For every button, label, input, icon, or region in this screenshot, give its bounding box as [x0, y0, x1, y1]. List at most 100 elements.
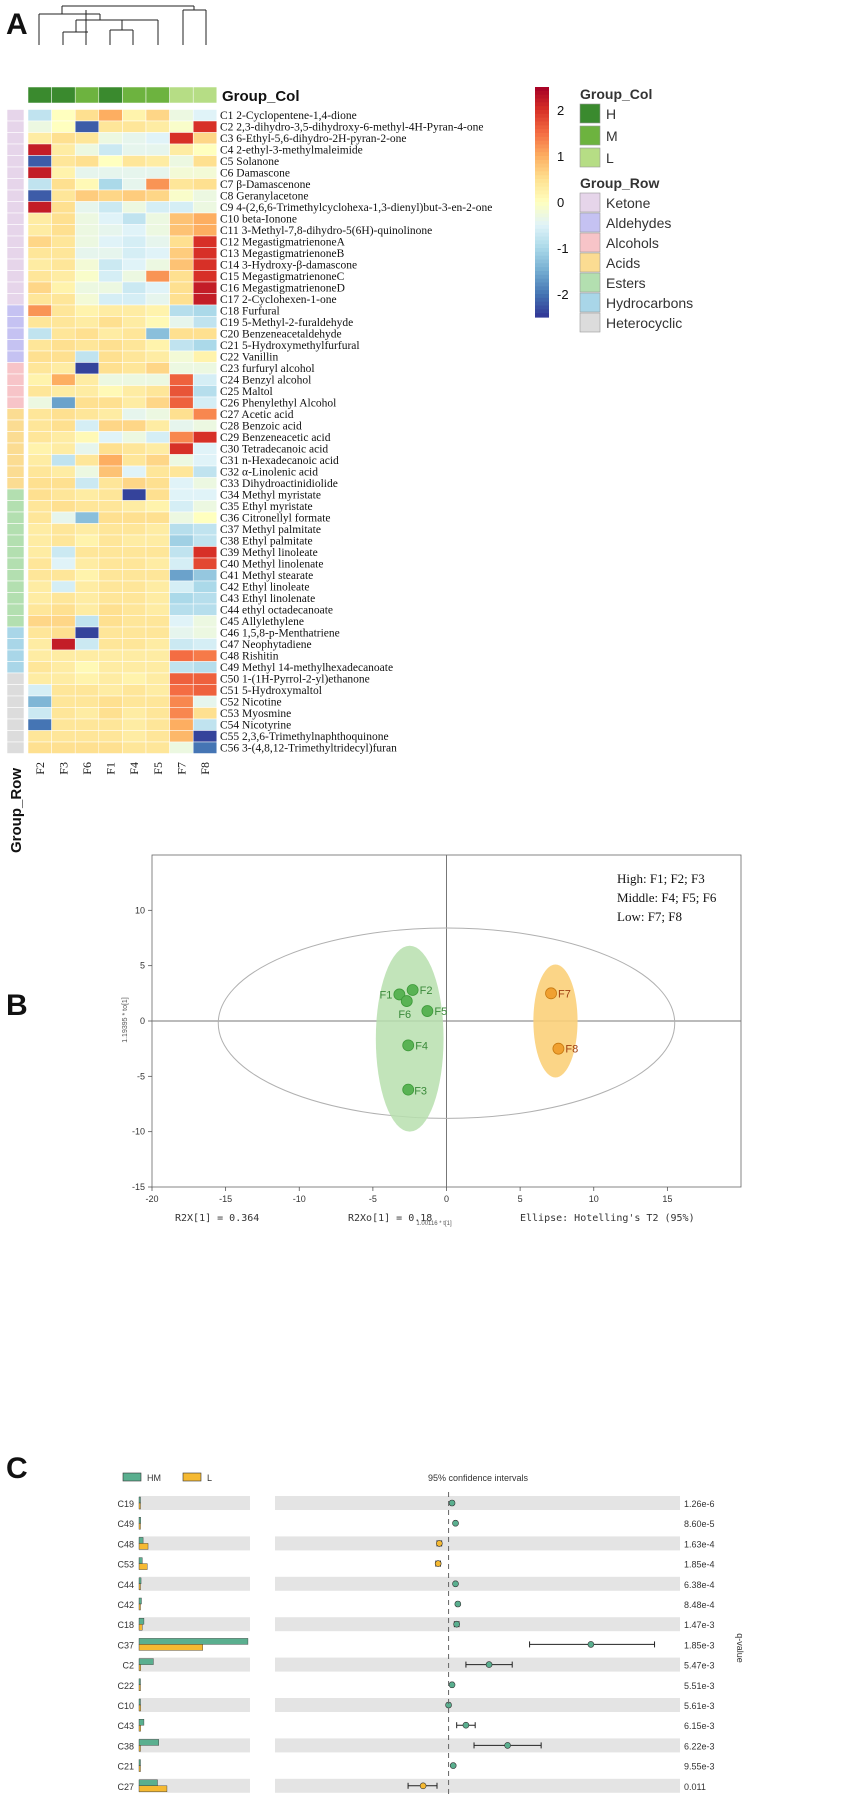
point-label: F7: [558, 988, 571, 1000]
row-band: [275, 1496, 680, 1510]
heatmap-cell: [122, 166, 147, 179]
col-legend-swatch: [579, 103, 601, 124]
row-label: C36 Citronellyl formate: [220, 513, 331, 525]
row-group-cell: [6, 523, 25, 536]
q-value: 6.38e-4: [684, 1580, 715, 1590]
category-label: C22: [117, 1681, 134, 1691]
heatmap-cell: [98, 166, 123, 179]
heatmap-cell: [145, 304, 170, 317]
heatmap-cell: [51, 649, 76, 662]
ci-point: [448, 1499, 456, 1507]
heatmap-cell: [74, 718, 100, 731]
heatmap-cell: [51, 534, 76, 547]
colorbar-segment: [535, 228, 549, 234]
heatmap-cell: [169, 523, 194, 536]
heatmap-cell: [169, 500, 194, 513]
heatmap-cell: [145, 132, 170, 145]
heatmap-cell: [145, 109, 170, 122]
row-label: C35 Ethyl myristate: [220, 501, 313, 513]
colorbar-segment: [535, 87, 549, 92]
category-label: C10: [117, 1701, 134, 1711]
colorbar-segment: [535, 202, 549, 207]
heatmap-cell: [169, 166, 194, 179]
panel-letter-c: C: [6, 1452, 28, 1485]
heatmap-cell: [98, 178, 123, 191]
heatmap-cell: [74, 649, 100, 662]
heatmap-cell: [169, 201, 194, 214]
heatmap-cell: [145, 293, 170, 306]
column-dendrogram: [38, 5, 207, 45]
heatmap-cell: [145, 707, 170, 720]
row-group-cell: [6, 615, 25, 628]
heatmap-cell: [27, 281, 52, 294]
heatmap-cell: [145, 672, 170, 685]
ci-point: [452, 1519, 459, 1527]
heatmap-cell: [98, 718, 123, 731]
heatmap-cell: [51, 132, 76, 145]
row-label: C16 MegastigmatrienoneD: [220, 283, 345, 295]
row-label: C10 beta-Ionone: [220, 214, 297, 226]
category-label: C37: [117, 1640, 134, 1650]
series-legend-label: L: [207, 1473, 212, 1483]
heatmap-cell: [145, 615, 170, 628]
q-value: 5.61e-3: [684, 1701, 715, 1711]
heatmap-cell: [192, 511, 218, 524]
row-group-cell: [6, 350, 25, 363]
heatmap-cell: [51, 304, 76, 317]
heatmap-cell: [98, 638, 123, 651]
heatmap-cell: [98, 327, 123, 340]
row-label: C28 Benzoic acid: [220, 421, 302, 433]
heatmap-cell: [145, 442, 170, 455]
heatmap-cell: [98, 615, 123, 628]
point-label: F8: [565, 1044, 578, 1056]
colorbar-segment: [535, 255, 549, 261]
row-label: C20 Benzeneacetaldehyde: [220, 329, 342, 341]
heatmap-cell: [51, 201, 76, 214]
heatmap-cell: [192, 178, 218, 191]
q-value: 8.60e-5: [684, 1519, 715, 1529]
row-group-cell: [6, 408, 25, 421]
colorbar-segment: [535, 167, 549, 172]
row-label: C8 Geranylacetone: [220, 191, 308, 203]
heatmap-cell: [98, 431, 123, 444]
row-label: C41 Methyl stearate: [220, 570, 313, 582]
heatmap-cell: [98, 695, 123, 708]
heatmap-cell: [27, 166, 52, 179]
heatmap-cell: [122, 580, 147, 593]
score-point: [402, 1039, 415, 1052]
heatmap-cell: [98, 109, 123, 122]
heatmap-cell: [98, 592, 123, 605]
heatmap-cell: [145, 281, 170, 294]
heatmap-cell: [145, 603, 170, 616]
heatmap-cell: [169, 304, 194, 317]
heatmap-cell: [192, 109, 218, 122]
heatmap-cell: [145, 419, 170, 432]
row-band: [139, 1657, 250, 1672]
heatmap-cell: [169, 488, 194, 501]
heatmap-cell: [74, 442, 100, 455]
heatmap-cell: [74, 534, 100, 547]
heatmap-cell: [74, 281, 100, 294]
bar-hm: [138, 1516, 141, 1524]
heatmap-cell: [145, 327, 170, 340]
heatmap-cell: [192, 350, 218, 363]
colorbar-segment: [535, 313, 549, 318]
heatmap-cell: [169, 373, 194, 386]
heatmap-cell: [51, 396, 76, 409]
heatmap-cell: [74, 178, 100, 191]
heatmap-cell: [51, 316, 76, 329]
heatmap-cell: [51, 362, 76, 375]
heatmap-cell: [74, 431, 100, 444]
heatmap-cell: [74, 316, 100, 329]
heatmap-cell: [145, 569, 170, 582]
heatmap-cell: [74, 638, 100, 651]
row-group-cell: [6, 730, 25, 743]
heatmap-cell: [192, 224, 218, 237]
x-tick-label: 5: [518, 1194, 523, 1204]
heatmap-cell: [51, 557, 76, 570]
row-legend-swatch: [579, 272, 601, 293]
row-group-cell: [6, 109, 25, 122]
heatmap-cell: [192, 523, 218, 536]
heatmap-cell: [74, 258, 100, 271]
series-legend-swatch: [122, 1472, 142, 1482]
